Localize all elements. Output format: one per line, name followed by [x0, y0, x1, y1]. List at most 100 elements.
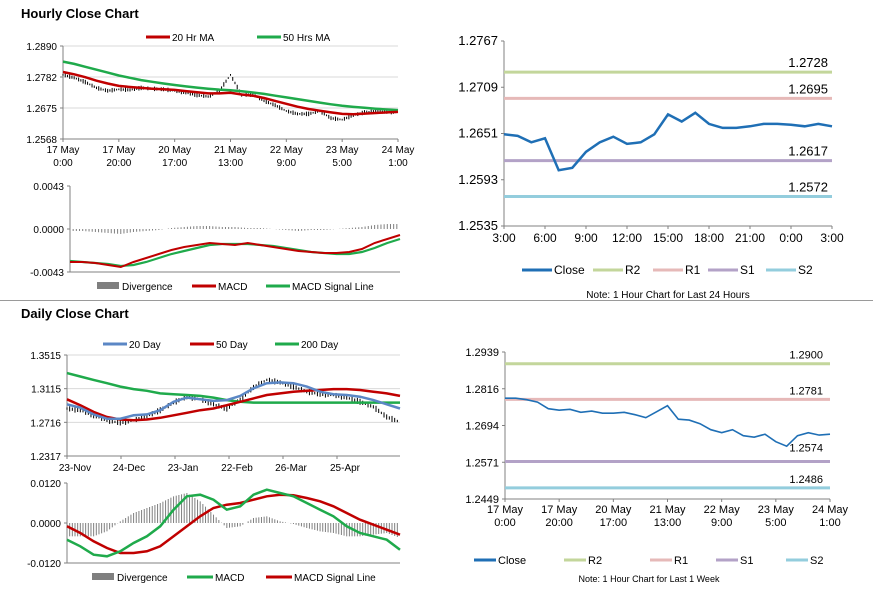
daily-price-y-tick-label: 1.2716	[30, 418, 61, 429]
hourly-macd-y-tick-label: 0.0000	[33, 225, 64, 236]
hourly-price-x-tick-label: 20 May	[158, 145, 191, 156]
hourly-levels-x-tick-label: 21:00	[735, 231, 765, 245]
daily-levels-x-tick-label: 21 May	[649, 504, 686, 516]
daily-levels-x-tick-label: 17 May	[541, 504, 578, 516]
daily-price-y-tick-label: 1.3115	[31, 385, 61, 396]
hourly-levels-x-tick-label: 6:00	[533, 231, 557, 245]
hourly-price-x-tick-label: 23 May	[326, 145, 359, 156]
hourly-price-x-tick-label: 21 May	[214, 145, 247, 156]
hourly-macd-legend-label: MACD	[218, 282, 247, 293]
daily-macd-y-tick-label: 0.0120	[30, 479, 61, 490]
hourly-levels-x-tick-label: 0:00	[779, 231, 803, 245]
daily-price-x-tick-label: 23-Jan	[168, 463, 199, 474]
daily-macd-y-tick-label: -0.0120	[27, 559, 61, 570]
hourly-levels-x-tick-label: 3:00	[492, 231, 516, 245]
hourly-levels-close-legend-label: Close	[554, 263, 585, 277]
hourly-levels-y-tick-label: 1.2535	[458, 218, 498, 233]
hourly-price-x-tick-label: 9:00	[277, 158, 297, 169]
hourly-ma20-legend-label: 20 Hr MA	[172, 33, 215, 44]
daily-levels-x-tick-label: 9:00	[711, 517, 732, 529]
daily-levels-x-tick-label: 17 May	[487, 504, 524, 516]
hourly-r1-label: 1.2695	[788, 81, 828, 96]
hourly-price-x-tick-label: 17 May	[47, 145, 80, 156]
daily-section-title: Daily Close Chart	[21, 306, 129, 321]
daily-levels-y-tick-label: 1.2449	[465, 494, 499, 506]
hourly-s1-label: 1.2617	[788, 144, 828, 159]
daily-levels-s1-legend-label: S1	[740, 555, 753, 567]
hourly-price-x-tick-label: 17:00	[162, 158, 187, 169]
hourly-price-x-tick-label: 13:00	[218, 158, 243, 169]
hourly-levels-x-tick-label: 15:00	[653, 231, 683, 245]
hourly-price-y-tick-label: 1.2890	[26, 42, 57, 53]
hourly-levels-x-tick-label: 18:00	[694, 231, 724, 245]
section-divider	[0, 300, 873, 301]
hourly-macd-y-tick-label: 0.0043	[33, 182, 64, 193]
hourly-macd-chart: 0.0043 0.0000 -0.0043 Divergence MACD MACD Si…	[30, 182, 401, 293]
hourly-levels-s2-legend-label: S2	[798, 263, 813, 277]
daily-ma50-legend-label: 50 Day	[216, 340, 248, 351]
daily-levels-s2-legend-label: S2	[810, 555, 823, 567]
hourly-levels-s1-legend-label: S1	[740, 263, 755, 277]
daily-levels-close-legend-label: Close	[498, 555, 526, 567]
hourly-divergence-legend-label: Divergence	[122, 282, 173, 293]
daily-macd-y-tick-label: 0.0000	[30, 519, 61, 530]
daily-levels-r2-legend-label: R2	[588, 555, 602, 567]
daily-price-x-tick-label: 23-Nov	[59, 463, 91, 474]
daily-price-x-tick-label: 22-Feb	[221, 463, 253, 474]
hourly-price-x-tick-label: 0:00	[53, 158, 73, 169]
daily-levels-r1-legend-label: R1	[674, 555, 688, 567]
daily-r2-label: 1.2900	[789, 350, 823, 362]
daily-levels-x-tick-label: 22 May	[704, 504, 741, 516]
hourly-levels-y-tick-label: 1.2651	[458, 126, 498, 141]
hourly-price-y-tick-label: 1.2782	[26, 73, 57, 84]
hourly-price-x-tick-label: 24 May	[382, 145, 415, 156]
hourly-r2-label: 1.2728	[788, 55, 828, 70]
daily-price-x-tick-label: 24-Dec	[113, 463, 145, 474]
hourly-macd-line	[70, 234, 401, 269]
daily-levels-x-tick-label: 0:00	[494, 517, 515, 529]
hourly-levels-r1-legend-label: R1	[685, 263, 701, 277]
daily-macd-chart: 0.0120 0.0000 -0.0120 Divergence MACD MACD Si…	[27, 479, 401, 584]
daily-price-x-tick-label: 26-Mar	[275, 463, 307, 474]
daily-ma200-line	[66, 371, 400, 404]
daily-close-line	[505, 397, 831, 448]
hourly-divergence-legend-swatch	[97, 282, 119, 289]
hourly-macd-y-tick-label: -0.0043	[30, 268, 64, 279]
daily-levels-x-tick-label: 23 May	[758, 504, 795, 516]
hourly-levels-chart: 1.2767 1.2709 1.2651 1.2593 1.2535 1.2728 1.26…	[458, 33, 844, 301]
daily-s1-label: 1.2574	[789, 443, 823, 455]
daily-macd-legend-label: MACD	[215, 573, 244, 584]
hourly-section-title: Hourly Close Chart	[21, 6, 139, 21]
hourly-levels-note: Note: 1 Hour Chart for Last 24 Hours	[586, 290, 749, 301]
daily-levels-x-tick-label: 20:00	[545, 517, 573, 529]
hourly-levels-x-tick-label: 12:00	[612, 231, 642, 245]
daily-signal-line	[66, 493, 401, 555]
daily-divergence-legend-swatch	[92, 573, 114, 580]
daily-signal-legend-label: MACD Signal Line	[294, 573, 376, 584]
daily-macd-line	[66, 488, 401, 558]
hourly-price-x-tick-label: 1:00	[388, 158, 408, 169]
daily-divergence-legend-label: Divergence	[117, 573, 168, 584]
daily-price-x-tick-label: 25-Apr	[330, 463, 361, 474]
daily-ma20-line	[66, 381, 401, 420]
hourly-levels-x-tick-label: 3:00	[820, 231, 844, 245]
daily-levels-y-tick-label: 1.2694	[465, 421, 499, 433]
daily-levels-x-tick-label: 20 May	[595, 504, 632, 516]
daily-s2-label: 1.2486	[789, 474, 823, 486]
hourly-levels-y-tick-label: 1.2709	[458, 79, 498, 94]
daily-levels-y-tick-label: 1.2939	[465, 347, 499, 359]
daily-price-y-tick-label: 1.2317	[30, 452, 61, 463]
hourly-signal-legend-label: MACD Signal Line	[292, 282, 374, 293]
hourly-ma50-legend-label: 50 Hrs MA	[283, 33, 331, 44]
daily-price-y-tick-label: 1.3515	[30, 351, 61, 362]
hourly-levels-y-tick-label: 1.2593	[458, 172, 498, 187]
daily-ma20-legend-label: 20 Day	[129, 340, 161, 351]
hourly-price-y-tick-label: 1.2675	[26, 104, 57, 115]
hourly-levels-y-tick-label: 1.2767	[458, 33, 498, 48]
daily-levels-note: Note: 1 Hour Chart for Last 1 Week	[579, 574, 720, 584]
daily-levels-x-tick-label: 5:00	[765, 517, 786, 529]
hourly-price-x-tick-label: 20:00	[106, 158, 131, 169]
daily-levels-y-tick-label: 1.2571	[465, 457, 499, 469]
hourly-levels-x-tick-label: 9:00	[574, 231, 598, 245]
daily-ma200-legend-label: 200 Day	[301, 340, 338, 351]
